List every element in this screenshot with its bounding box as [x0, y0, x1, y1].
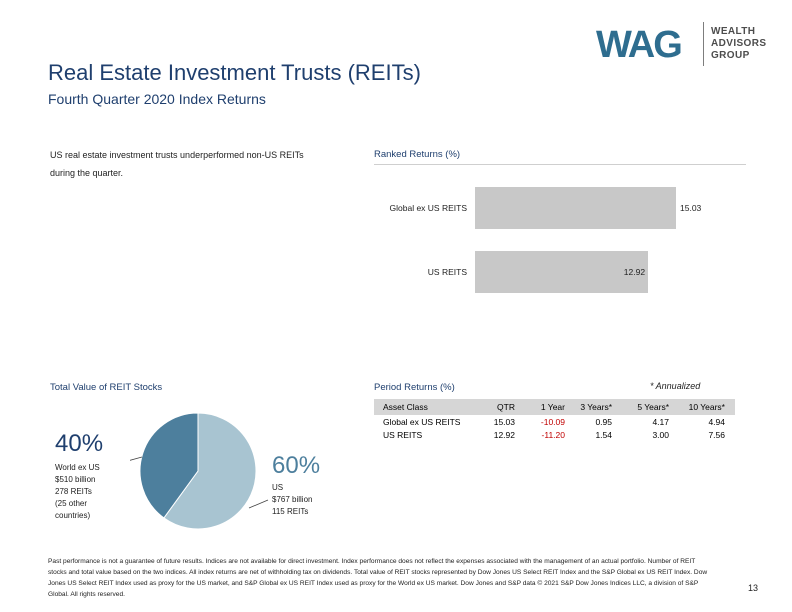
table-cell: 4.94 [708, 416, 725, 427]
bar-value-label: 15.03 [680, 203, 702, 213]
bar-value-label: 12.92 [623, 267, 646, 277]
table-cell: 1.54 [595, 429, 612, 440]
pie-detail-line: US [272, 483, 284, 492]
bar-category-label: US REITS [427, 267, 467, 277]
pie-detail-line: $510 billion [55, 475, 96, 484]
wag-logo: WAG [596, 24, 683, 64]
table-cell: -10.09 [540, 416, 565, 427]
table-cell: 15.03 [493, 416, 515, 427]
table-cell: -11.20 [541, 429, 565, 440]
column-header: 1 Year [515, 399, 565, 415]
logo-text: WEALTH ADVISORS GROUP [711, 26, 766, 62]
ranked-returns-rule [374, 164, 746, 165]
logo-separator [703, 22, 704, 66]
pie-label-us: US $767 billion 115 REITs [272, 482, 312, 518]
table-cell: 7.56 [708, 429, 725, 440]
period-returns-table: Asset Class QTR 1 Year 3 Years* 5 Years*… [374, 399, 735, 441]
table-cell: US REITS [383, 429, 423, 440]
pie-detail-line: (25 other [55, 499, 88, 508]
bar-us [475, 251, 648, 293]
logo-mark: WAG [596, 24, 681, 64]
logo-line: GROUP [711, 50, 750, 61]
column-header: QTR [479, 399, 515, 415]
page-number: 13 [748, 583, 759, 593]
table-cell: Global ex US REITS [383, 416, 461, 427]
page-title: Real Estate Investment Trusts (REITs) [48, 60, 421, 85]
pie-slice-world-ex-us [139, 412, 199, 519]
table-row: US REITS 12.92 -11.20 1.54 3.00 7.56 [374, 428, 735, 441]
bar-global-ex-us [475, 187, 676, 229]
table-cell: 0.95 [595, 416, 612, 427]
table-header-row: Asset Class QTR 1 Year 3 Years* 5 Years*… [374, 399, 735, 415]
pie-label-world: World ex US $510 billion 278 REITs (25 o… [55, 462, 100, 522]
column-header: 10 Years* [669, 399, 735, 415]
pie-leader-us [248, 499, 269, 509]
period-returns-title: Period Returns (%) [374, 382, 455, 393]
column-header: 3 Years* [565, 399, 612, 415]
annualized-note: * Annualized [650, 381, 701, 391]
pie-detail-line: countries) [55, 511, 91, 520]
disclaimer-footnote: Past performance is not a guarantee of f… [48, 558, 708, 598]
column-header: 5 Years* [612, 399, 669, 415]
logo-line: ADVISORS [711, 38, 767, 49]
table-cell: 3.00 [652, 429, 669, 440]
bar-category-label: Global ex US REITS [389, 203, 467, 213]
logo-line: WEALTH [711, 26, 756, 37]
reit-value-pie [130, 412, 269, 530]
pie-leader-world [130, 456, 143, 461]
ranked-returns-title: Ranked Returns (%) [374, 149, 461, 160]
pie-detail-line: 278 REITs [55, 487, 92, 496]
table-row: Global ex US REITS 15.03 -10.09 0.95 4.1… [374, 415, 735, 428]
reit-value-title: Total Value of REIT Stocks [50, 382, 163, 393]
table-cell: 12.92 [493, 429, 515, 440]
pie-detail-line: $767 billion [272, 495, 313, 504]
intro-text: US real estate investment trusts underpe… [50, 150, 304, 178]
pie-slice-us [163, 412, 257, 530]
pie-detail-line: World ex US [55, 463, 100, 472]
pie-pct-us: 60% [272, 452, 321, 479]
pie-detail-line: 115 REITs [272, 507, 309, 516]
column-header: Asset Class [374, 399, 479, 415]
page-subtitle: Fourth Quarter 2020 Index Returns [48, 91, 266, 107]
table-cell: 4.17 [652, 416, 669, 427]
pie-pct-world: 40% [55, 430, 104, 457]
